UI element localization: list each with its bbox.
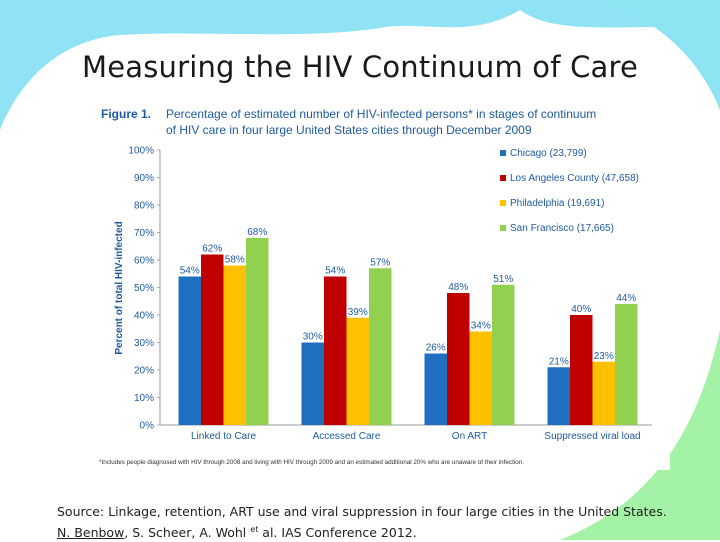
bar-los-angeles-county — [324, 276, 347, 425]
bar-san-francisco — [492, 284, 515, 425]
x-tick-label: Linked to Care — [191, 431, 256, 442]
bar-value-label: 39% — [348, 307, 368, 318]
y-tick-label: 60% — [134, 256, 154, 267]
decorative-swoosh-right — [600, 0, 720, 110]
bar-los-angeles-county — [201, 254, 224, 425]
bar-value-label: 57% — [370, 257, 390, 268]
bar-value-label: 54% — [325, 266, 345, 277]
bar-value-label: 30% — [303, 332, 323, 343]
source-line2: N. Benbow, S. Scheer, A. Wohl et al. IAS… — [57, 521, 717, 542]
bar-value-label: 54% — [180, 266, 200, 277]
bar-value-label: 26% — [426, 343, 446, 354]
figure-caption-line1: Percentage of estimated number of HIV-in… — [166, 107, 596, 121]
x-tick-label: On ART — [452, 431, 487, 442]
legend-swatch — [500, 225, 506, 231]
y-tick-label: 80% — [134, 201, 154, 212]
hiv-continuum-chart: Figure 1. Percentage of estimated number… — [99, 107, 652, 466]
source-superscript: et — [250, 525, 259, 534]
legend-label: San Francisco (17,665) — [510, 223, 614, 234]
source-conference: al. IAS Conference 2012. — [258, 525, 417, 541]
figure-footnote: *Includes people diagnosed with HIV thro… — [99, 459, 524, 466]
bar-value-label: 48% — [448, 282, 468, 293]
decorative-swoosh-top — [0, 0, 720, 130]
y-tick-label: 0% — [140, 421, 155, 432]
bar-value-label: 51% — [493, 274, 513, 285]
legend-swatch — [500, 200, 506, 206]
bar-chicago — [301, 342, 324, 425]
bar-value-label: 40% — [571, 304, 591, 315]
bar-philadelphia — [592, 361, 615, 425]
source-citation: Source: Linkage, retention, ART use and … — [57, 503, 717, 542]
bar-value-label: 68% — [247, 227, 267, 238]
y-tick-label: 30% — [134, 338, 154, 349]
slide-title: Measuring the HIV Continuum of Care — [81, 50, 639, 84]
legend-label: Los Angeles County (47,658) — [510, 173, 639, 184]
decorative-swoosh-bottom-right — [560, 330, 720, 540]
y-axis-label: Percent of total HIV-infected — [114, 221, 125, 354]
bar-san-francisco — [369, 268, 392, 425]
bar-value-label: 58% — [225, 255, 245, 266]
bar-los-angeles-county — [570, 315, 593, 425]
source-authors: , S. Scheer, A. Wohl — [124, 525, 247, 541]
legend-swatch — [500, 175, 506, 181]
x-tick-label: Accessed Care — [313, 431, 381, 442]
bar-philadelphia — [346, 317, 369, 425]
y-tick-label: 20% — [134, 366, 154, 377]
legend-label: Philadelphia (19,691) — [510, 198, 605, 209]
bar-value-label: 62% — [202, 244, 222, 255]
x-tick-label: Suppressed viral load — [544, 431, 640, 442]
bar-value-label: 34% — [471, 321, 491, 332]
source-author-link[interactable]: N. Benbow — [57, 525, 125, 541]
bar-philadelphia — [469, 331, 492, 425]
figure: Figure 1. Percentage of estimated number… — [97, 98, 670, 470]
legend-label: Chicago (23,799) — [510, 148, 587, 159]
bar-san-francisco — [615, 304, 638, 425]
bar-philadelphia — [223, 265, 246, 425]
source-line1: Source: Linkage, retention, ART use and … — [57, 504, 667, 519]
bar-value-label: 21% — [549, 356, 569, 367]
figure-label: Figure 1. — [101, 107, 151, 121]
y-tick-label: 90% — [134, 173, 154, 184]
bar-chicago — [547, 367, 570, 425]
y-tick-label: 50% — [134, 283, 154, 294]
bar-chicago — [424, 353, 447, 425]
bar-value-label: 23% — [594, 351, 614, 362]
y-tick-label: 70% — [134, 228, 154, 239]
y-tick-label: 100% — [128, 146, 154, 157]
y-tick-label: 10% — [134, 393, 154, 404]
bar-chicago — [178, 276, 201, 425]
y-tick-label: 40% — [134, 311, 154, 322]
bar-value-label: 44% — [616, 293, 636, 304]
figure-caption-line2: of HIV care in four large United States … — [166, 123, 532, 137]
legend-swatch — [500, 150, 506, 156]
bar-los-angeles-county — [447, 293, 470, 425]
bar-san-francisco — [246, 238, 269, 425]
